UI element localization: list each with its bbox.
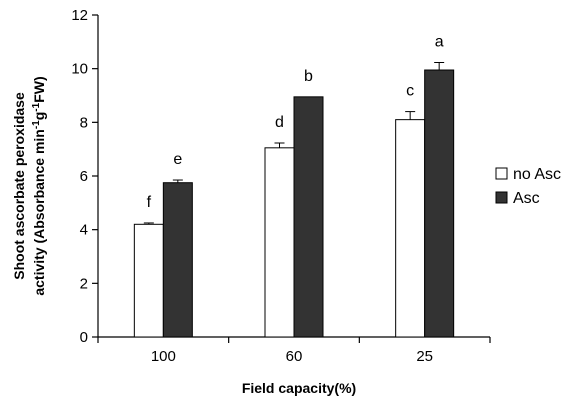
y-tick-label: 10 [71, 61, 88, 78]
significance-letter: e [173, 151, 182, 168]
y-tick-label: 12 [71, 7, 88, 24]
legend-label: no Asc [513, 166, 561, 183]
y-axis-title-line2: activity (Absorbance min-1g-1FW) [31, 76, 48, 295]
y-tick-label: 2 [80, 275, 88, 292]
significance-letter: a [435, 33, 444, 50]
x-tick-label: 25 [416, 348, 433, 365]
significance-letter: b [304, 68, 313, 85]
x-axis-title: Field capacity(%) [242, 380, 356, 396]
x-tick-label: 100 [151, 348, 176, 365]
y-axis-title: Shoot ascorbate peroxidase activity (Abs… [11, 76, 47, 295]
bar-no-asc [395, 119, 426, 338]
legend-swatch [495, 191, 508, 204]
legend-swatch [495, 167, 508, 180]
significance-letter: f [147, 194, 152, 211]
significance-letter: d [275, 114, 284, 131]
y-tick-label: 0 [80, 329, 88, 346]
x-axis: 100 60 25 [97, 336, 491, 365]
x-tick-label: 60 [286, 348, 303, 365]
bar-no-asc [133, 223, 164, 338]
bar-asc [293, 96, 324, 338]
bar-no-asc [264, 147, 295, 338]
bars: f d c e b a [133, 33, 455, 338]
y-tick-label: 6 [80, 168, 88, 185]
legend: no Asc Asc [495, 166, 561, 207]
bar-asc [424, 69, 455, 338]
y-tick-label: 8 [80, 114, 88, 131]
bar-asc [162, 182, 193, 338]
y-axis-title-line1: Shoot ascorbate peroxidase [11, 92, 27, 280]
y-axis: 0 2 4 6 8 10 12 [71, 7, 99, 346]
y-tick-label: 4 [80, 222, 88, 239]
significance-letter: c [406, 83, 414, 100]
legend-label: Asc [513, 190, 540, 207]
